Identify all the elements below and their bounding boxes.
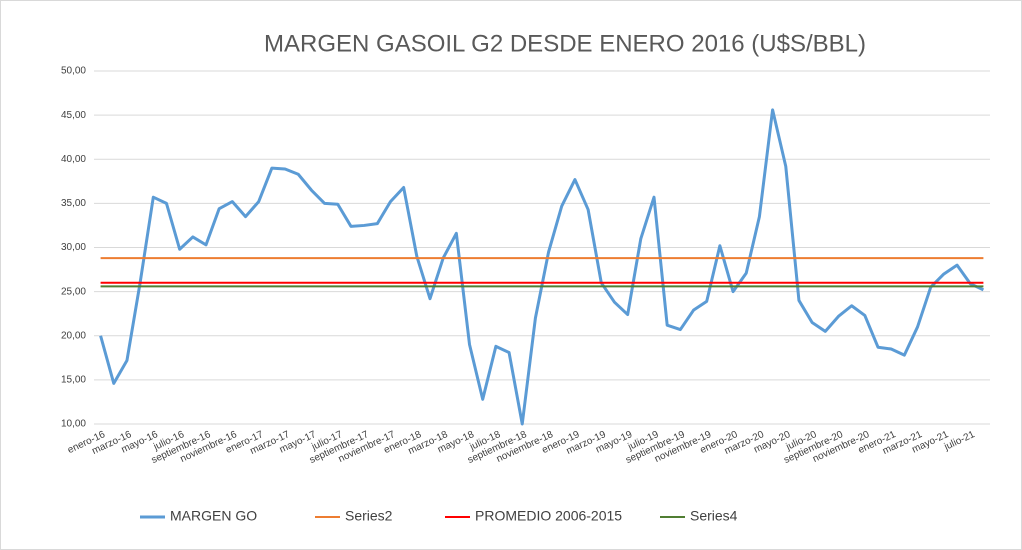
legend-label: PROMEDIO 2006-2015 [475,508,622,524]
y-tick-label: 20,00 [61,330,86,341]
legend-label: Series2 [345,508,393,524]
y-tick-label: 10,00 [61,419,86,430]
chart-title: MARGEN GASOIL G2 DESDE ENERO 2016 (U$S/B… [264,30,866,57]
legend-label: MARGEN GO [170,508,257,524]
y-tick-label: 40,00 [61,154,86,165]
y-tick-label: 50,00 [61,66,86,77]
series-line [99,108,985,426]
y-tick-label: 35,00 [61,198,86,209]
y-tick-label: 15,00 [61,375,86,386]
y-tick-label: 25,00 [61,286,86,297]
y-tick-label: 30,00 [61,242,86,253]
legend-label: Series4 [690,508,738,524]
y-tick-label: 45,00 [61,110,86,121]
